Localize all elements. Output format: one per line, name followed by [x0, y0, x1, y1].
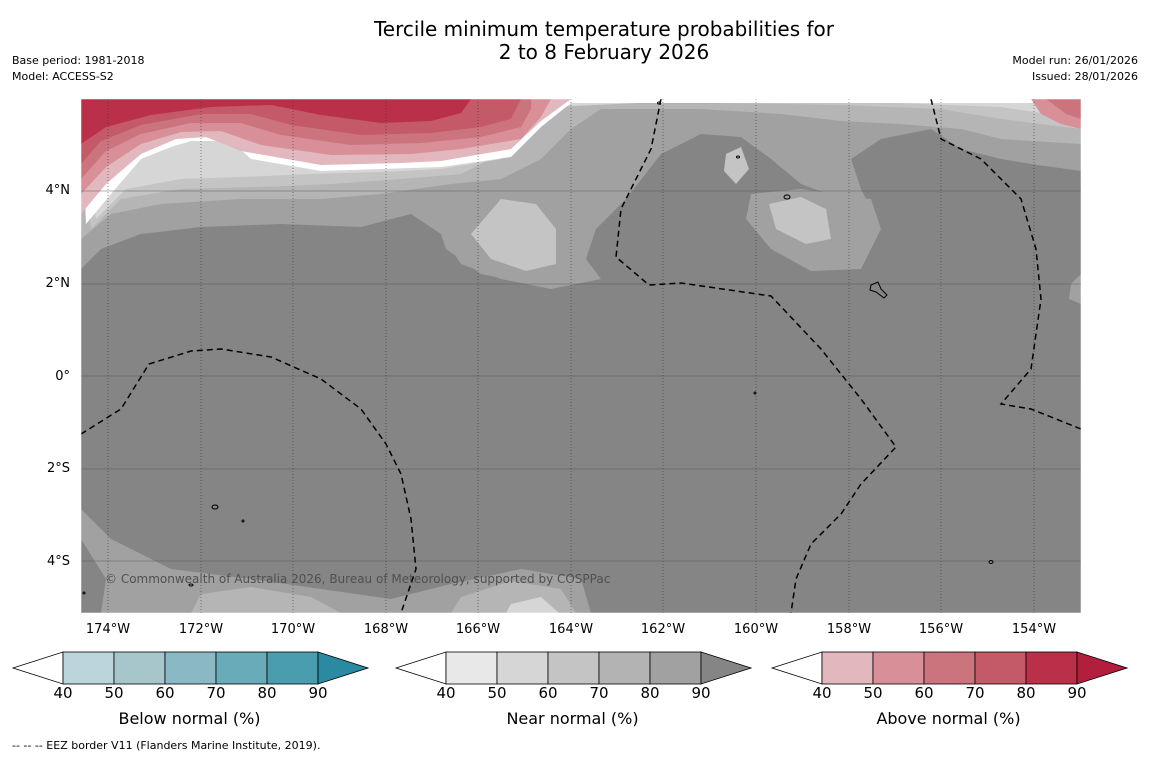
lat-label-2n: 2°N: [45, 276, 71, 291]
near-normal-patch-east-inner: [769, 197, 831, 244]
near-normal-tick-label: 80: [640, 684, 660, 702]
island-central: [753, 391, 757, 395]
above-normal-colorbar-high-end: [1076, 651, 1128, 685]
lon-label-170w: 170°W: [270, 622, 316, 637]
above-normal-tick-label: 60: [914, 684, 934, 702]
near-normal-colorbar-segment: [445, 651, 498, 685]
islands: [82, 101, 994, 595]
near-normal-colorbar-segment: [547, 651, 600, 685]
lon-label-158w: 158°W: [826, 622, 872, 637]
island-north-central: [657, 101, 661, 105]
eez-borders: [81, 99, 1081, 613]
near-normal-tick-label: 70: [589, 684, 609, 702]
lon-label-172w: 172°W: [178, 622, 224, 637]
near-normal-colorbar: [395, 651, 752, 685]
run-info: Model run: 26/01/2026 Issued: 28/01/2026: [1012, 53, 1138, 85]
below-normal-colorbar-segment: [164, 651, 217, 685]
above-normal-tick-label: 50: [863, 684, 883, 702]
model-run: Model run: 26/01/2026: [1012, 54, 1138, 67]
copyright-notice: © Commonwealth of Australia 2026, Bureau…: [105, 572, 611, 586]
above-normal-tick-label: 90: [1067, 684, 1087, 702]
lat-label-4s: 4°S: [46, 554, 70, 569]
below-normal-colorbar-segment: [113, 651, 166, 685]
island-ne: [783, 194, 791, 200]
above-normal-90-zone: [81, 99, 471, 144]
near-normal-colorbar-segment: [496, 651, 549, 685]
lon-label-174w: 174°W: [85, 622, 131, 637]
above-normal-colorbar-segment: [974, 651, 1027, 685]
model-name: Model: ACCESS-S2: [12, 70, 114, 83]
lon-label-154w: 154°W: [1011, 622, 1057, 637]
above-normal-tick-label: 40: [812, 684, 832, 702]
near-normal-patch-south-mid-inner: [506, 597, 559, 613]
below-normal-tick-label: 60: [155, 684, 175, 702]
below-normal-tick-label: 80: [257, 684, 277, 702]
below-normal-tick-label: 70: [206, 684, 226, 702]
near-normal-patch-east-edge: [1069, 274, 1081, 304]
eez-border-central: [615, 99, 897, 613]
above-normal-colorbar-segment: [872, 651, 925, 685]
below-normal-colorbar-segment: [266, 651, 319, 685]
near-normal-colorbar-segment: [649, 651, 702, 685]
above-normal-colorbar: [771, 651, 1128, 685]
near-normal-label: Near normal (%): [506, 709, 639, 728]
base-info: Base period: 1981-2018 Model: ACCESS-S2: [12, 53, 144, 85]
near-normal-tick-label: 60: [538, 684, 558, 702]
below-normal-tick-label: 50: [104, 684, 124, 702]
near-normal-tick-label: 90: [691, 684, 711, 702]
near-normal-patch-south-inner: [191, 587, 341, 613]
lat-label-0: 0°: [55, 369, 70, 384]
lat-label-2s: 2°S: [46, 461, 70, 476]
lon-label-168w: 168°W: [363, 622, 409, 637]
above-normal-colorbar-low-end: [771, 651, 823, 685]
below-normal-colorbar-segment: [215, 651, 268, 685]
above-normal-tick-label: 70: [965, 684, 985, 702]
lon-label-162w: 162°W: [640, 622, 686, 637]
above-normal-colorbar-segment: [821, 651, 874, 685]
near-normal-patch-south: [81, 509, 591, 613]
eez-border-east: [930, 99, 1081, 430]
near-normal-patch-central-inner: [471, 199, 556, 271]
below-normal-colorbar-segment: [62, 651, 115, 685]
eez-border-west: [81, 348, 417, 613]
base-period: Base period: 1981-2018: [12, 54, 145, 67]
lon-label-164w: 164°W: [548, 622, 594, 637]
below-normal-label: Below normal (%): [118, 709, 261, 728]
above-normal-colorbar-segment: [923, 651, 976, 685]
island-sw: [188, 583, 194, 587]
below-normal-colorbar-high-end: [317, 651, 369, 685]
near-normal-colorbar-low-end: [395, 651, 447, 685]
below-normal-tick-label: 40: [53, 684, 73, 702]
lat-label-4n: 4°N: [45, 183, 71, 198]
lon-label-156w: 156°W: [918, 622, 964, 637]
above-normal-label: Above normal (%): [876, 709, 1021, 728]
below-normal-tick-label: 90: [308, 684, 328, 702]
island-ne-small: [736, 155, 740, 159]
island-west-2: [241, 519, 245, 523]
probability-map: [81, 99, 1081, 613]
near-normal-tick-label: 50: [487, 684, 507, 702]
title-line-1: Tercile minimum temperature probabilitie…: [373, 17, 835, 41]
latitude-gridlines: [81, 190, 1081, 562]
map-title: Tercile minimum temperature probabilitie…: [0, 18, 1150, 64]
island-se: [988, 560, 994, 564]
island-west: [211, 504, 219, 510]
above-normal-ne-corner-inner: [1046, 99, 1081, 119]
island-sw-2: [82, 591, 86, 595]
below-normal-colorbar: [12, 651, 369, 685]
lon-label-166w: 166°W: [455, 622, 501, 637]
above-normal-tick-label: 80: [1016, 684, 1036, 702]
eez-footnote: -- -- -- EEZ border V11 (Flanders Marine…: [12, 739, 321, 752]
near-normal-colorbar-segment: [598, 651, 651, 685]
issued-date: Issued: 28/01/2026: [1031, 70, 1138, 83]
near-normal-tick-label: 40: [436, 684, 456, 702]
island-kiritimati: [869, 281, 888, 299]
near-normal-patch-ne-small: [724, 147, 749, 184]
title-line-2: 2 to 8 February 2026: [498, 40, 710, 64]
above-normal-colorbar-segment: [1025, 651, 1078, 685]
below-normal-colorbar-low-end: [12, 651, 64, 685]
near-normal-colorbar-high-end: [700, 651, 752, 685]
near-normal-90-south-cut: [81, 539, 106, 613]
lon-label-160w: 160°W: [733, 622, 779, 637]
